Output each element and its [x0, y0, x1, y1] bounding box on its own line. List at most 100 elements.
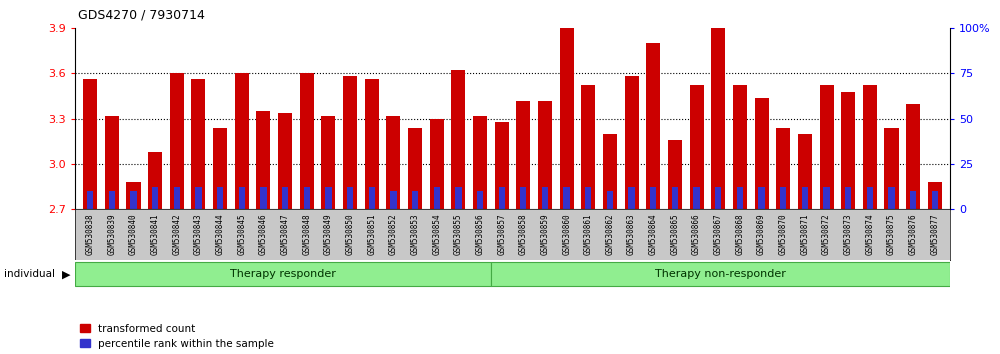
Bar	[491, 262, 950, 286]
Bar	[386, 116, 400, 209]
Bar	[628, 187, 635, 209]
Bar	[455, 187, 462, 209]
Bar	[152, 187, 158, 209]
Bar	[148, 152, 162, 209]
Bar	[585, 187, 591, 209]
Bar	[170, 74, 184, 209]
Bar	[278, 113, 292, 209]
Bar	[715, 187, 721, 209]
Text: Therapy non-responder: Therapy non-responder	[655, 269, 786, 279]
Bar	[520, 187, 526, 209]
Text: GSM530849: GSM530849	[324, 213, 333, 255]
Text: GSM530842: GSM530842	[172, 213, 181, 255]
Text: GSM530872: GSM530872	[822, 213, 831, 255]
Bar	[109, 191, 115, 209]
Bar	[542, 187, 548, 209]
Text: GSM530851: GSM530851	[367, 213, 376, 255]
Text: GSM530862: GSM530862	[605, 213, 614, 255]
Bar	[213, 128, 227, 209]
Bar	[434, 187, 440, 209]
Bar	[603, 134, 617, 209]
Text: GSM530861: GSM530861	[584, 213, 593, 255]
Bar	[646, 44, 660, 209]
Legend: transformed count, percentile rank within the sample: transformed count, percentile rank withi…	[80, 324, 274, 349]
Text: GSM530860: GSM530860	[562, 213, 571, 255]
Text: GSM530874: GSM530874	[865, 213, 874, 255]
Bar	[906, 104, 920, 209]
Text: GSM530839: GSM530839	[107, 213, 116, 255]
Bar	[369, 187, 375, 209]
Text: GSM530859: GSM530859	[540, 213, 549, 255]
Bar	[174, 187, 180, 209]
Bar	[282, 187, 288, 209]
Bar	[780, 187, 786, 209]
Text: GSM530838: GSM530838	[86, 213, 95, 255]
Text: GSM530866: GSM530866	[692, 213, 701, 255]
Bar	[733, 86, 747, 209]
Bar	[499, 187, 505, 209]
Text: GSM530871: GSM530871	[800, 213, 809, 255]
Text: GSM530875: GSM530875	[887, 213, 896, 255]
Text: Therapy responder: Therapy responder	[230, 269, 336, 279]
Bar	[863, 86, 877, 209]
Bar	[365, 80, 379, 209]
Bar	[823, 187, 830, 209]
Text: GSM530858: GSM530858	[519, 213, 528, 255]
Bar	[755, 98, 769, 209]
Bar	[126, 182, 141, 209]
Bar	[758, 187, 765, 209]
Bar	[711, 28, 725, 209]
Bar	[191, 80, 205, 209]
Bar	[325, 187, 332, 209]
Text: GSM530855: GSM530855	[454, 213, 463, 255]
Bar	[693, 187, 700, 209]
Text: GSM530868: GSM530868	[735, 213, 744, 255]
Text: GSM530865: GSM530865	[670, 213, 679, 255]
Text: GSM530869: GSM530869	[757, 213, 766, 255]
Bar	[581, 86, 595, 209]
Text: GSM530845: GSM530845	[237, 213, 246, 255]
Bar	[650, 187, 656, 209]
Bar	[668, 140, 682, 209]
Text: GSM530857: GSM530857	[497, 213, 506, 255]
Text: ▶: ▶	[62, 269, 70, 279]
Bar	[563, 187, 570, 209]
Bar	[408, 128, 422, 209]
Bar	[235, 74, 249, 209]
Bar	[802, 187, 808, 209]
Text: GSM530847: GSM530847	[281, 213, 290, 255]
Bar	[820, 86, 834, 209]
Bar	[321, 116, 335, 209]
Text: GSM530844: GSM530844	[216, 213, 225, 255]
Bar	[130, 191, 137, 209]
Bar	[87, 191, 93, 209]
Bar	[451, 70, 465, 209]
Bar	[304, 187, 310, 209]
Bar	[390, 191, 397, 209]
Bar	[83, 80, 97, 209]
Bar	[928, 182, 942, 209]
Bar	[347, 187, 353, 209]
Bar	[845, 187, 851, 209]
Text: GSM530841: GSM530841	[151, 213, 160, 255]
Bar	[841, 92, 855, 209]
Bar	[300, 74, 314, 209]
Bar	[75, 262, 491, 286]
Text: GSM530843: GSM530843	[194, 213, 203, 255]
Bar	[798, 134, 812, 209]
Bar	[217, 187, 223, 209]
Text: individual: individual	[4, 269, 55, 279]
Text: GSM530873: GSM530873	[844, 213, 853, 255]
Text: GSM530867: GSM530867	[714, 213, 723, 255]
Bar	[412, 191, 418, 209]
Bar	[910, 191, 916, 209]
Bar	[516, 101, 530, 209]
Text: GSM530864: GSM530864	[649, 213, 658, 255]
Bar	[867, 187, 873, 209]
Bar	[932, 191, 938, 209]
Bar	[690, 86, 704, 209]
Text: GSM530848: GSM530848	[302, 213, 311, 255]
Bar	[607, 191, 613, 209]
Text: GDS4270 / 7930714: GDS4270 / 7930714	[78, 9, 205, 22]
Bar	[538, 101, 552, 209]
